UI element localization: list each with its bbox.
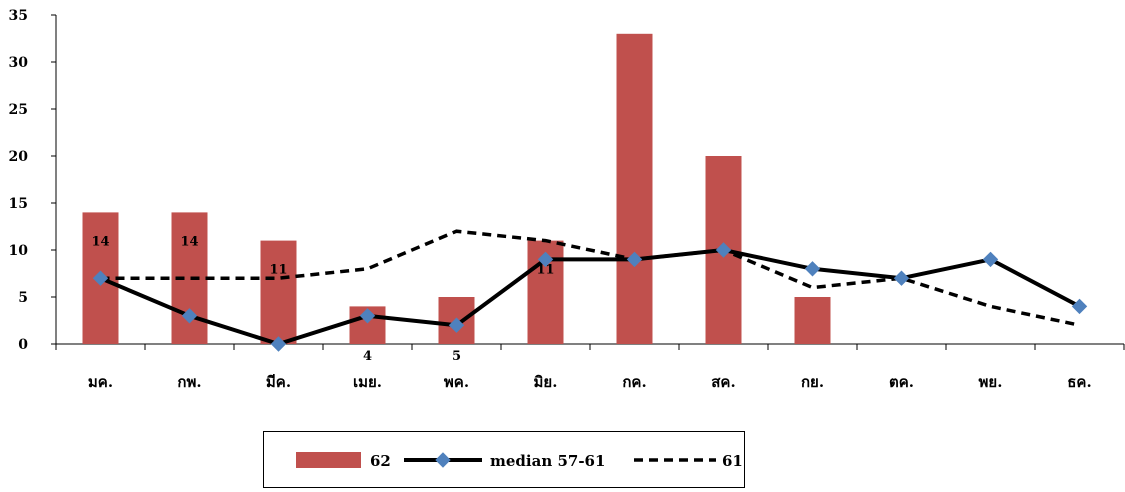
y-tick-label: 30	[9, 55, 29, 71]
line-series-61	[100, 229, 1080, 327]
bar	[616, 33, 653, 345]
x-tick-label: ตค.	[889, 373, 914, 391]
bar-data-label: 4	[363, 349, 372, 364]
x-tick-label: มีค.	[266, 373, 291, 391]
bar-data-label: 14	[180, 234, 198, 249]
legend: 62 median 57-61 61	[263, 431, 745, 488]
y-tick-label: 5	[18, 290, 28, 306]
median-marker	[537, 251, 554, 268]
bar	[794, 297, 831, 344]
median-marker	[715, 242, 732, 258]
x-tick-label: มค.	[88, 373, 113, 391]
legend-swatch-62	[296, 452, 361, 468]
median-marker	[92, 270, 109, 286]
bar-series-62	[82, 33, 831, 345]
median-marker	[181, 308, 198, 324]
x-tick-label: กพ.	[177, 373, 201, 391]
median-marker	[1071, 298, 1088, 315]
x-tick-label: กค.	[622, 373, 646, 391]
x-tick-label: พย.	[979, 373, 1003, 391]
series-61-line	[100, 229, 1080, 327]
line-series-median	[92, 242, 1088, 352]
median-marker	[270, 336, 287, 352]
bar-data-label: 11	[269, 263, 287, 278]
bar-data-label: 11	[536, 263, 554, 278]
y-tick-label: 25	[9, 102, 28, 118]
axes: 0 5 10 15 20 25 30 35 มค. กพ. มีค. เมย. พค. มิย. กค. สค…	[9, 8, 1125, 391]
legend-marker-median	[435, 452, 451, 468]
bar	[260, 240, 297, 344]
data-labels: 14 14 11 4 5 11	[91, 234, 554, 364]
y-tick-label: 20	[9, 149, 29, 165]
y-tick-label: 35	[9, 8, 28, 24]
x-tick-label: มิย.	[534, 373, 558, 391]
y-tick-label: 0	[18, 337, 28, 353]
median-marker	[893, 270, 910, 286]
median-marker	[359, 308, 376, 324]
legend-label-61: 61	[722, 452, 743, 470]
x-tick-label: พค.	[444, 373, 469, 391]
series-median-line	[99, 248, 1081, 346]
x-tick-label: ธค.	[1067, 373, 1091, 391]
x-tick-label: กย.	[801, 373, 824, 391]
bar-data-label: 5	[452, 349, 461, 364]
median-marker	[982, 251, 999, 268]
median-marker	[626, 251, 643, 268]
legend-label-62: 62	[370, 452, 391, 470]
legend-label-median: median 57-61	[490, 452, 605, 470]
legend-content: 62 median 57-61 61	[296, 452, 743, 470]
x-tick-label: สค.	[711, 373, 735, 391]
y-tick-label: 10	[9, 243, 29, 259]
bar-data-label: 14	[91, 234, 109, 249]
median-marker	[448, 317, 465, 333]
y-tick-label: 15	[9, 196, 28, 212]
median-marker	[804, 261, 821, 277]
x-tick-label: เมย.	[353, 373, 382, 391]
